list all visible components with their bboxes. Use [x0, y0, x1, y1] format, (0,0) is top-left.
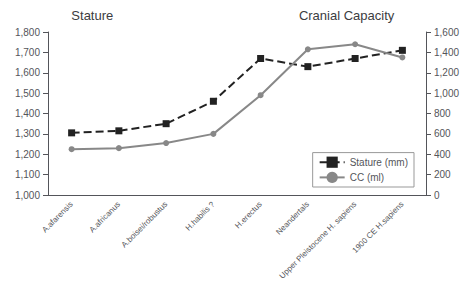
svg-text:CC (ml): CC (ml) — [350, 172, 384, 183]
svg-text:1,600: 1,600 — [434, 27, 459, 38]
svg-text:Upper Pleistocene H. sapiens: Upper Pleistocene H. sapiens — [278, 200, 359, 281]
svg-text:0: 0 — [434, 190, 440, 201]
svg-text:1,200: 1,200 — [434, 67, 459, 78]
svg-text:A.africanus: A.africanus — [87, 200, 122, 235]
svg-text:A.boisei/robustus: A.boisei/robustus — [120, 200, 170, 250]
svg-text:600: 600 — [434, 128, 451, 139]
svg-text:1,800: 1,800 — [15, 27, 40, 38]
svg-text:1,000: 1,000 — [434, 88, 459, 99]
svg-text:1,400: 1,400 — [15, 108, 40, 119]
svg-text:200: 200 — [434, 169, 451, 180]
svg-text:Stature: Stature — [71, 8, 113, 23]
svg-text:1,500: 1,500 — [15, 88, 40, 99]
svg-text:1,600: 1,600 — [15, 67, 40, 78]
svg-text:1,200: 1,200 — [15, 149, 40, 160]
svg-text:1,700: 1,700 — [15, 47, 40, 58]
svg-text:1,000: 1,000 — [15, 190, 40, 201]
svg-text:H.habilis ?: H.habilis ? — [184, 199, 217, 232]
svg-text:800: 800 — [434, 108, 451, 119]
svg-text:A.afarensis: A.afarensis — [40, 200, 75, 235]
svg-text:1,100: 1,100 — [15, 169, 40, 180]
svg-text:Cranial Capacity: Cranial Capacity — [299, 8, 395, 23]
svg-text:1,400: 1,400 — [434, 47, 459, 58]
svg-text:H.erectus: H.erectus — [233, 200, 264, 231]
svg-text:400: 400 — [434, 149, 451, 160]
svg-text:Stature (mm): Stature (mm) — [350, 157, 408, 168]
svg-text:Neandertals: Neandertals — [274, 200, 311, 237]
svg-text:1,300: 1,300 — [15, 128, 40, 139]
svg-text:1900 CE H.sapiens: 1900 CE H.sapiens — [351, 200, 406, 255]
